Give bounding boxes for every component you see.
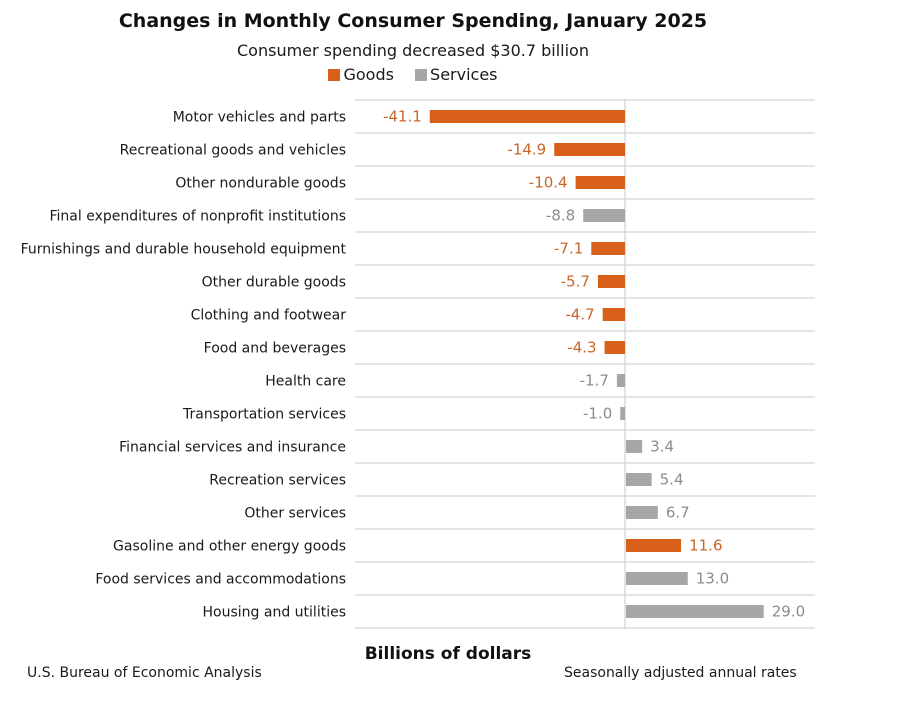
value-label: 13.0 xyxy=(696,570,729,588)
value-label: -4.7 xyxy=(565,306,594,324)
bar-services xyxy=(626,473,652,486)
category-label: Other durable goods xyxy=(202,275,346,291)
bar-goods xyxy=(575,176,625,189)
category-label: Other services xyxy=(244,506,346,522)
x-axis-label: Billions of dollars xyxy=(364,644,532,664)
value-label: -4.3 xyxy=(567,339,596,357)
category-label: Financial services and insurance xyxy=(119,440,346,456)
category-label: Health care xyxy=(265,374,346,390)
legend-label-services: Services xyxy=(430,65,498,84)
category-label: Recreation services xyxy=(209,473,346,489)
value-label: -7.1 xyxy=(554,240,583,258)
legend: Goods Services xyxy=(0,65,826,85)
value-label: -1.0 xyxy=(583,405,612,423)
value-label: -41.1 xyxy=(383,108,422,126)
bar-goods xyxy=(429,110,625,123)
bar-goods xyxy=(604,341,625,354)
category-label: Transportation services xyxy=(182,407,346,423)
value-label: 11.6 xyxy=(689,537,722,555)
bar-goods xyxy=(597,275,625,288)
bar-services xyxy=(626,605,764,618)
legend-label-goods: Goods xyxy=(343,65,394,84)
bar-services xyxy=(583,209,625,222)
category-label: Final expenditures of nonprofit institut… xyxy=(49,209,346,225)
bar-services xyxy=(626,506,658,519)
value-label: 6.7 xyxy=(666,504,690,522)
category-label: Housing and utilities xyxy=(203,605,346,621)
bar-goods xyxy=(591,242,625,255)
value-label: -10.4 xyxy=(529,174,568,192)
source-note: U.S. Bureau of Economic Analysis xyxy=(27,665,262,681)
seasonal-note: Seasonally adjusted annual rates xyxy=(564,665,797,681)
category-label: Recreational goods and vehicles xyxy=(120,143,346,159)
legend-item-goods: Goods xyxy=(328,65,394,84)
value-label: 3.4 xyxy=(650,438,674,456)
bar-goods xyxy=(626,539,682,552)
bar-services xyxy=(620,407,625,420)
value-label: 5.4 xyxy=(660,471,684,489)
value-label: -8.8 xyxy=(546,207,575,225)
legend-swatch-goods xyxy=(328,68,341,81)
legend-swatch-services xyxy=(415,68,428,81)
category-label: Clothing and footwear xyxy=(191,308,347,324)
category-label: Food services and accommodations xyxy=(95,572,346,588)
category-label: Food and beverages xyxy=(204,341,346,357)
bar-services xyxy=(616,374,625,387)
legend-item-services: Services xyxy=(415,65,498,84)
category-label: Furnishings and durable household equipm… xyxy=(21,242,347,258)
bar-services xyxy=(626,440,643,453)
value-label: -1.7 xyxy=(580,372,609,390)
bar-goods xyxy=(554,143,625,156)
category-label: Motor vehicles and parts xyxy=(173,110,346,126)
category-label: Gasoline and other energy goods xyxy=(113,539,346,555)
chart-subtitle: Consumer spending decreased $30.7 billio… xyxy=(237,41,589,60)
chart-title: Changes in Monthly Consumer Spending, Ja… xyxy=(118,10,708,32)
bar-services xyxy=(626,572,688,585)
bar-goods xyxy=(602,308,625,321)
value-label: -14.9 xyxy=(507,141,546,159)
value-label: 29.0 xyxy=(772,603,805,621)
value-label: -5.7 xyxy=(561,273,590,291)
category-label: Other nondurable goods xyxy=(175,176,346,192)
